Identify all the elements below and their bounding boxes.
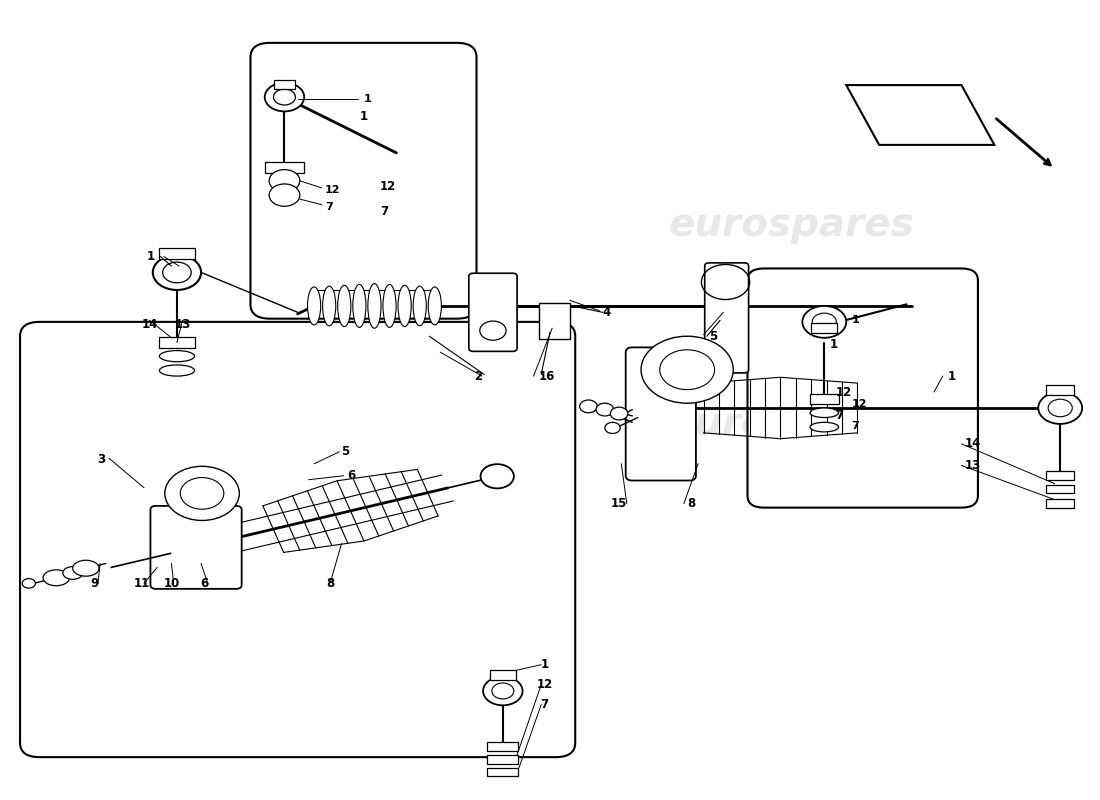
Circle shape [481,464,514,488]
Text: 1: 1 [540,658,549,671]
Bar [160,337,195,348]
Text: 16: 16 [539,370,556,382]
Text: 12: 12 [379,180,396,193]
Text: 1: 1 [360,110,367,123]
Ellipse shape [383,285,396,327]
Circle shape [610,407,628,420]
Text: 4: 4 [603,306,611,319]
Bar [274,79,296,89]
Ellipse shape [810,422,838,432]
Circle shape [580,400,597,413]
Text: 5: 5 [341,446,350,458]
Text: 9: 9 [90,577,99,590]
FancyBboxPatch shape [705,263,749,373]
FancyBboxPatch shape [20,322,575,757]
FancyBboxPatch shape [251,43,476,318]
Text: 13: 13 [175,318,191,330]
Text: 1: 1 [947,370,955,382]
Ellipse shape [322,286,335,326]
Text: 1: 1 [851,315,859,326]
Text: 8: 8 [327,577,334,590]
Bar [160,248,195,259]
Ellipse shape [63,566,82,579]
Bar [265,162,305,173]
Text: eurospares: eurospares [175,405,420,443]
Circle shape [802,306,846,338]
Ellipse shape [308,287,321,325]
Circle shape [596,403,614,416]
Bar [1046,499,1075,508]
Text: 6: 6 [346,470,355,482]
Ellipse shape [414,286,427,326]
Bar [490,670,516,680]
Text: 14: 14 [965,438,981,450]
Text: 5: 5 [710,330,717,342]
Ellipse shape [73,560,99,576]
Circle shape [270,184,300,206]
Bar [539,302,570,338]
Text: 12: 12 [835,386,851,398]
Ellipse shape [338,286,351,326]
Circle shape [153,255,201,290]
Text: eurospares: eurospares [175,620,420,658]
FancyBboxPatch shape [626,347,696,481]
Ellipse shape [43,570,69,586]
FancyBboxPatch shape [151,506,242,589]
Ellipse shape [398,286,411,326]
Text: 7: 7 [835,410,844,422]
Circle shape [270,170,300,192]
Text: 7: 7 [379,205,388,218]
Text: 1: 1 [363,94,371,104]
Ellipse shape [353,285,366,327]
Text: 3: 3 [98,454,106,466]
Bar [810,394,838,404]
Ellipse shape [428,287,441,325]
Text: 2: 2 [474,370,482,382]
Bar [811,323,837,333]
FancyBboxPatch shape [469,274,517,351]
Text: 12: 12 [326,186,341,195]
Ellipse shape [160,350,195,362]
Text: 1: 1 [829,338,838,350]
Bar [1046,485,1075,494]
Text: 13: 13 [965,459,981,472]
Bar [487,742,518,750]
Circle shape [483,677,522,706]
Ellipse shape [810,408,838,418]
Circle shape [22,578,35,588]
Text: 8: 8 [688,497,695,510]
Bar [487,767,518,776]
Polygon shape [846,85,994,145]
Text: eurospares: eurospares [669,405,914,443]
FancyBboxPatch shape [748,269,978,508]
Ellipse shape [367,284,381,328]
Text: 14: 14 [142,318,158,330]
Text: 7: 7 [326,202,333,212]
Text: 7: 7 [851,421,859,430]
Bar [1046,471,1075,480]
Circle shape [1038,392,1082,424]
Text: 15: 15 [610,497,627,510]
Bar [1046,385,1075,395]
Text: 12: 12 [537,678,552,691]
Circle shape [641,336,734,403]
Circle shape [165,466,240,521]
Text: eurospares: eurospares [669,206,914,244]
Text: 6: 6 [200,577,209,590]
Bar [487,754,518,763]
Text: 12: 12 [851,399,867,409]
Ellipse shape [160,365,195,376]
Circle shape [605,422,620,434]
Text: 7: 7 [540,698,549,711]
Text: 10: 10 [163,577,179,590]
Circle shape [265,82,305,111]
Text: 1: 1 [147,250,155,263]
Text: 11: 11 [134,577,150,590]
